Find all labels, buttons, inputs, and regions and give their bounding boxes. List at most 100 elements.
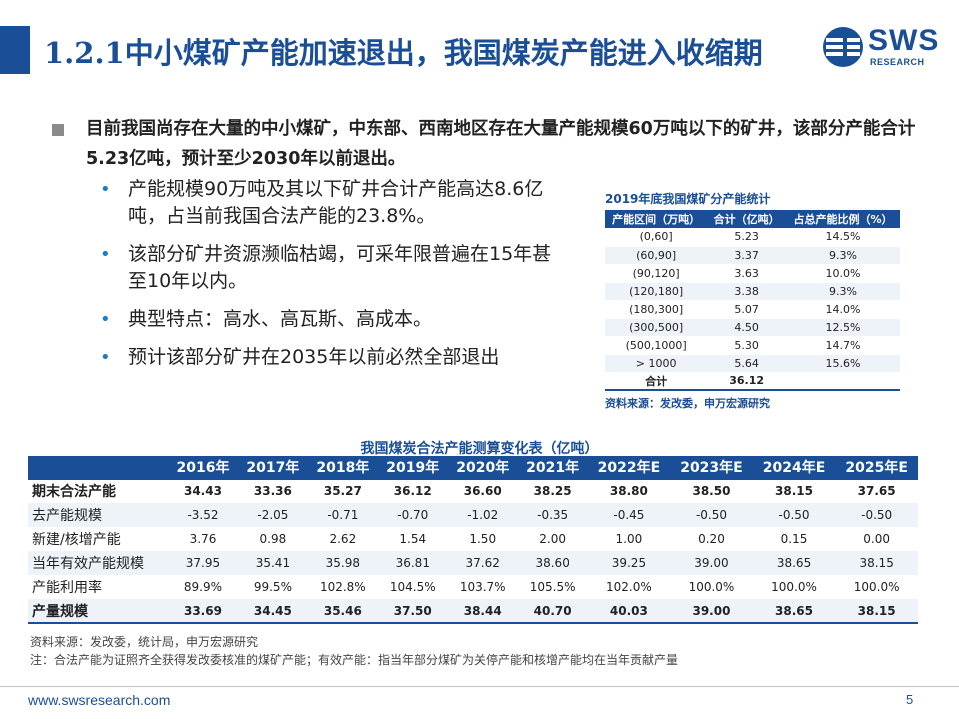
- table-cell: -2.05: [237, 503, 308, 527]
- table-cell: 38.65: [752, 599, 836, 624]
- column-header: 2024年E: [752, 456, 836, 479]
- table-cell: 100.0%: [835, 575, 918, 599]
- table-cell: 102.8%: [307, 575, 378, 599]
- table-cell: 14.7%: [786, 336, 900, 355]
- table-cell: 0.15: [752, 527, 836, 551]
- table-cell: 100.0%: [670, 575, 753, 599]
- table-cell: (180,300]: [605, 300, 708, 319]
- square-bullet-icon: [52, 124, 64, 136]
- capacity-change-table: 2016年 2017年 2018年 2019年 2020年 2021年 2022年E 2023…: [28, 456, 918, 624]
- sub-point-text: 该部分矿井资源濒临枯竭，可采年限普遍在15年甚至10年以内。: [128, 243, 552, 292]
- table-cell: -0.70: [377, 503, 448, 527]
- table-cell: 38.65: [752, 551, 836, 575]
- table-cell: (300,500]: [605, 318, 708, 337]
- sub-point: • 典型特点：高水、高瓦斯、高成本。: [100, 306, 570, 333]
- table-cell: 33.69: [168, 599, 238, 624]
- column-header: 2020年: [447, 456, 518, 479]
- table-row: 当年有效产能规模 37.95 35.41 35.98 36.81 37.62 38.60 39…: [28, 551, 918, 575]
- table-cell: (120,180]: [605, 282, 708, 301]
- table-cell: 3.38: [707, 282, 787, 301]
- table-cell: -0.71: [307, 503, 378, 527]
- sub-point-text: 产能规模90万吨及其以下矿井合计产能高达8.6亿吨，占当前我国合法产能的23.8…: [128, 178, 544, 227]
- sub-point-text: 典型特点：高水、高瓦斯、高成本。: [128, 308, 433, 330]
- table-cell: 0.20: [670, 527, 753, 551]
- sub-point: • 预计该部分矿井在2035年以前必然全部退出: [100, 344, 570, 371]
- table-cell: 3.63: [707, 264, 787, 283]
- column-header: 2023年E: [670, 456, 753, 479]
- logo-subtitle: RESEARCH: [870, 57, 925, 67]
- table-cell: 35.27: [307, 478, 378, 503]
- table-cell: 102.0%: [587, 575, 671, 599]
- table-cell: -3.52: [168, 503, 238, 527]
- table-cell: 5.23: [707, 228, 787, 247]
- table-cell: 9.3%: [786, 246, 900, 265]
- table-cell: 89.9%: [168, 575, 238, 599]
- table-cell: 37.65: [835, 478, 918, 503]
- column-header: 2021年: [517, 456, 588, 479]
- table-cell: 5.07: [707, 300, 787, 319]
- table-cell: 35.41: [237, 551, 308, 575]
- bullet-dot-icon: •: [100, 244, 111, 265]
- table-cell: 9.3%: [786, 282, 900, 301]
- table-row: 产量规模 33.69 34.45 35.46 37.50 38.44 40.70 40.03 3…: [28, 599, 918, 624]
- table-row: (180,300] 5.07 14.0%: [605, 300, 900, 319]
- table-cell: 15.6%: [786, 354, 900, 373]
- table-cell: 104.5%: [377, 575, 448, 599]
- table-row: 去产能规模 -3.52 -2.05 -0.71 -0.70 -1.02 -0.35 -0.45…: [28, 503, 918, 527]
- row-label: 产能利用率: [28, 575, 168, 599]
- table-cell: -0.50: [835, 503, 918, 527]
- sub-point: • 该部分矿井资源濒临枯竭，可采年限普遍在15年甚至10年以内。: [100, 241, 570, 295]
- main-point-text: 目前我国尚存在大量的中小煤矿，中东部、西南地区存在大量产能规模: [86, 119, 629, 139]
- table-cell: 39.00: [670, 551, 753, 575]
- table-cell: 99.5%: [237, 575, 308, 599]
- table-cell: 14.0%: [786, 300, 900, 319]
- bullet-dot-icon: •: [100, 309, 111, 330]
- table-cell: 0.98: [237, 527, 308, 551]
- table-row: 期末合法产能 34.43 33.36 35.27 36.12 36.60 38.25 38.8…: [28, 478, 918, 503]
- footer-divider: [0, 686, 959, 687]
- column-header: 2016年: [168, 456, 238, 479]
- table-row: > 1000 5.64 15.6%: [605, 354, 900, 373]
- table-cell: 37.50: [377, 599, 448, 624]
- column-header: 2025年E: [835, 456, 918, 479]
- page-number: 5: [906, 692, 914, 707]
- table-cell: 5.64: [707, 354, 787, 373]
- capacity-table: 产能区间（万吨） 合计（亿吨） 占总产能比例（%） (0,60] 5.23 14.5…: [605, 210, 900, 391]
- table-cell: 12.5%: [786, 318, 900, 337]
- table-cell: 34.43: [168, 478, 238, 503]
- column-header: [28, 456, 168, 479]
- table-cell: [786, 372, 900, 391]
- table-cell: 38.15: [835, 551, 918, 575]
- row-label: 新建/核增产能: [28, 527, 168, 551]
- table-cell: 39.25: [587, 551, 671, 575]
- table-cell: 38.80: [587, 478, 671, 503]
- table-row: (90,120] 3.63 10.0%: [605, 264, 900, 283]
- table-cell: 100.0%: [752, 575, 836, 599]
- table-header-row: 2016年 2017年 2018年 2019年 2020年 2021年 2022年E 2023…: [28, 456, 918, 479]
- table-cell: 40.03: [587, 599, 671, 624]
- column-header: 占总产能比例（%）: [786, 210, 900, 228]
- table-row: 新建/核增产能 3.76 0.98 2.62 1.54 1.50 2.00 1.00 0.20 0…: [28, 527, 918, 551]
- table-cell: 4.50: [707, 318, 787, 337]
- row-label: 期末合法产能: [28, 478, 168, 503]
- table-cell: 35.98: [307, 551, 378, 575]
- row-label: 去产能规模: [28, 503, 168, 527]
- table-cell: 2.62: [307, 527, 378, 551]
- footer-url: www.swsresearch.com: [28, 692, 171, 708]
- sws-logo: SWS RESEARCH: [822, 24, 947, 74]
- table-row: (120,180] 3.38 9.3%: [605, 282, 900, 301]
- column-header: 合计（亿吨）: [707, 210, 787, 228]
- table-cell: 37.62: [447, 551, 518, 575]
- table-cell: 38.44: [447, 599, 518, 624]
- sub-point: • 产能规模90万吨及其以下矿井合计产能高达8.6亿吨，占当前我国合法产能的23.…: [100, 176, 570, 230]
- table-cell: 合计: [605, 372, 708, 391]
- table-cell: 38.50: [670, 478, 753, 503]
- definition-note: 注：合法产能为证照齐全获得发改委核准的煤矿产能；有效产能：指当年部分煤矿为关停产…: [30, 653, 679, 667]
- table-cell: 36.12: [377, 478, 448, 503]
- table-cell: -1.02: [447, 503, 518, 527]
- table-row: (500,1000] 5.30 14.7%: [605, 336, 900, 355]
- table-cell: -0.45: [587, 503, 671, 527]
- table-cell: 10.0%: [786, 264, 900, 283]
- column-header: 2018年: [307, 456, 378, 479]
- table-cell: 34.45: [237, 599, 308, 624]
